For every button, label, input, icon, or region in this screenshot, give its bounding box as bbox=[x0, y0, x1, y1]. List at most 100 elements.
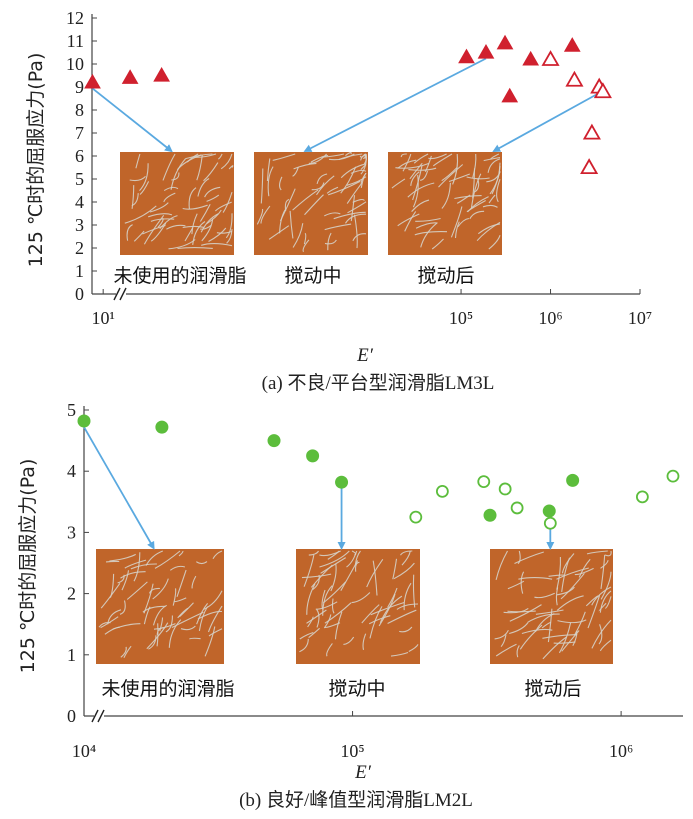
panel-b-inset-label-during: 搅动中 bbox=[328, 678, 385, 700]
panel-b-fiber bbox=[585, 595, 599, 607]
panel-a-fiber bbox=[293, 162, 317, 170]
panel-b-fiber bbox=[557, 619, 587, 624]
panel-b-points bbox=[77, 414, 680, 530]
panel-b-fiber bbox=[598, 624, 603, 645]
panel-a-grease-micrograph bbox=[120, 152, 234, 255]
panel-b-fiber bbox=[361, 604, 380, 624]
panel-a-fiber bbox=[139, 181, 150, 195]
panel-b-fiber bbox=[120, 571, 146, 579]
panel-a-fiber bbox=[424, 155, 432, 173]
panel-b-x-tick-label: 10⁴ bbox=[72, 741, 96, 761]
panel-a-fiber bbox=[454, 221, 460, 239]
panel-a-fiber bbox=[412, 165, 423, 201]
panel-b-fiber bbox=[556, 586, 575, 596]
panel-b-fiber bbox=[148, 587, 160, 594]
panel-a-fiber bbox=[450, 206, 463, 238]
panel-a-fiber bbox=[289, 210, 294, 239]
panel-a-fiber bbox=[353, 214, 358, 249]
panel-b-fiber bbox=[355, 561, 360, 572]
panel-a-x-axis-label: E′ bbox=[356, 345, 374, 366]
open-triangle-marker bbox=[580, 158, 599, 175]
panel-b-fiber bbox=[197, 610, 223, 620]
panel-b-fiber bbox=[412, 574, 416, 608]
panel-b-fiber bbox=[591, 586, 612, 606]
panel-a-axis-break-mark bbox=[113, 287, 121, 301]
panel-b-fiber bbox=[516, 645, 520, 658]
panel-b-fiber bbox=[146, 622, 169, 650]
panel-a-title: (a) 不良/平台型润滑脂LM3L bbox=[262, 372, 495, 394]
panel-b-fiber bbox=[518, 577, 553, 580]
panel-a-fiber bbox=[363, 153, 367, 159]
panel-b-fiber bbox=[319, 550, 350, 568]
panel-b-fiber bbox=[351, 550, 357, 556]
panel-b-grease-micrograph bbox=[490, 549, 613, 664]
panel-b-fiber bbox=[387, 609, 417, 624]
panel-a-fiber bbox=[191, 213, 198, 235]
panel-a-fiber bbox=[176, 154, 202, 171]
panel-b-fiber bbox=[343, 636, 355, 645]
panel-b-y-axis-label: 125 ℃时的屈服应力(Pa) bbox=[17, 459, 39, 674]
panel-b-fiber bbox=[320, 557, 346, 574]
panel-a-fiber bbox=[208, 227, 227, 242]
panel-a-fiber bbox=[135, 153, 141, 169]
panel-a-y-tick-label: 11 bbox=[67, 31, 84, 51]
panel-b-fiber bbox=[165, 615, 173, 633]
panel-a-fiber bbox=[428, 153, 447, 160]
open-circle-marker bbox=[498, 482, 512, 496]
filled-triangle-marker bbox=[563, 37, 581, 52]
panel-b-fiber bbox=[119, 600, 126, 615]
panel-a-fiber bbox=[162, 153, 176, 181]
panel-b-fiber bbox=[178, 550, 184, 557]
panel-b-fiber bbox=[556, 556, 562, 590]
panel-a-fiber bbox=[124, 205, 157, 224]
open-circle-marker bbox=[409, 510, 423, 524]
panel-a-fiber bbox=[206, 209, 222, 225]
panel-a-fiber bbox=[340, 166, 357, 194]
panel-a-fiber bbox=[488, 194, 496, 204]
panel-a-y-tick-label: 0 bbox=[75, 284, 84, 304]
panel-a-inset-label-unused: 未使用的润滑脂 bbox=[113, 265, 246, 287]
panel-b-fiber bbox=[401, 550, 411, 566]
panel-b-axis-break-mark bbox=[97, 709, 105, 723]
panel-a-fiber bbox=[448, 173, 470, 183]
panel-a-fiber bbox=[272, 153, 296, 161]
panel-a-fiber bbox=[360, 172, 367, 188]
panel-b-fiber bbox=[195, 561, 208, 565]
panel-b-fiber bbox=[520, 571, 525, 594]
panel-a-fiber bbox=[431, 238, 444, 250]
panel-a-fiber bbox=[472, 168, 476, 199]
panel-a-fiber bbox=[170, 158, 187, 190]
panel-b-inset-label-unused: 未使用的润滑脂 bbox=[101, 678, 234, 700]
panel-b-arrows bbox=[83, 426, 555, 550]
panel-a-y-tick-label: 5 bbox=[75, 169, 84, 189]
panel-b-fiber bbox=[123, 645, 132, 658]
open-circle-marker bbox=[435, 484, 449, 498]
panel-a-fiber bbox=[171, 172, 180, 181]
panel-b-fiber bbox=[316, 609, 320, 628]
panel-a-fiber bbox=[321, 153, 345, 158]
panel-b-x-tick-label: 10⁵ bbox=[340, 741, 364, 761]
panel-b-fiber bbox=[326, 643, 333, 657]
panel-a-fiber bbox=[391, 178, 406, 189]
panel-b-fiber bbox=[203, 590, 223, 610]
panel-a-fiber bbox=[483, 156, 501, 162]
panel-a-fiber bbox=[131, 185, 135, 209]
panel-a-fiber bbox=[177, 246, 213, 250]
panel-a-inset-label-during: 搅动中 bbox=[284, 265, 341, 287]
panel-a-fiber bbox=[148, 213, 173, 218]
panel-b-fiber bbox=[400, 550, 413, 556]
panel-a-fiber bbox=[303, 232, 307, 245]
panel-a-fiber bbox=[487, 158, 501, 173]
panel-a-fiber bbox=[163, 192, 176, 203]
panel-b-fiber bbox=[159, 617, 164, 632]
panel-b-fiber bbox=[527, 613, 560, 623]
panel-b-fiber bbox=[560, 572, 585, 600]
panel-a-fiber bbox=[412, 175, 419, 208]
panel-b-fiber bbox=[133, 552, 141, 582]
panel-a-fiber bbox=[432, 153, 453, 167]
panel-a-fiber bbox=[310, 155, 329, 163]
panel-b-fiber bbox=[168, 619, 182, 648]
panel-a-y-axis-label: 125 ℃时的屈服应力(Pa) bbox=[25, 53, 47, 268]
panel-b-fiber bbox=[390, 651, 409, 657]
